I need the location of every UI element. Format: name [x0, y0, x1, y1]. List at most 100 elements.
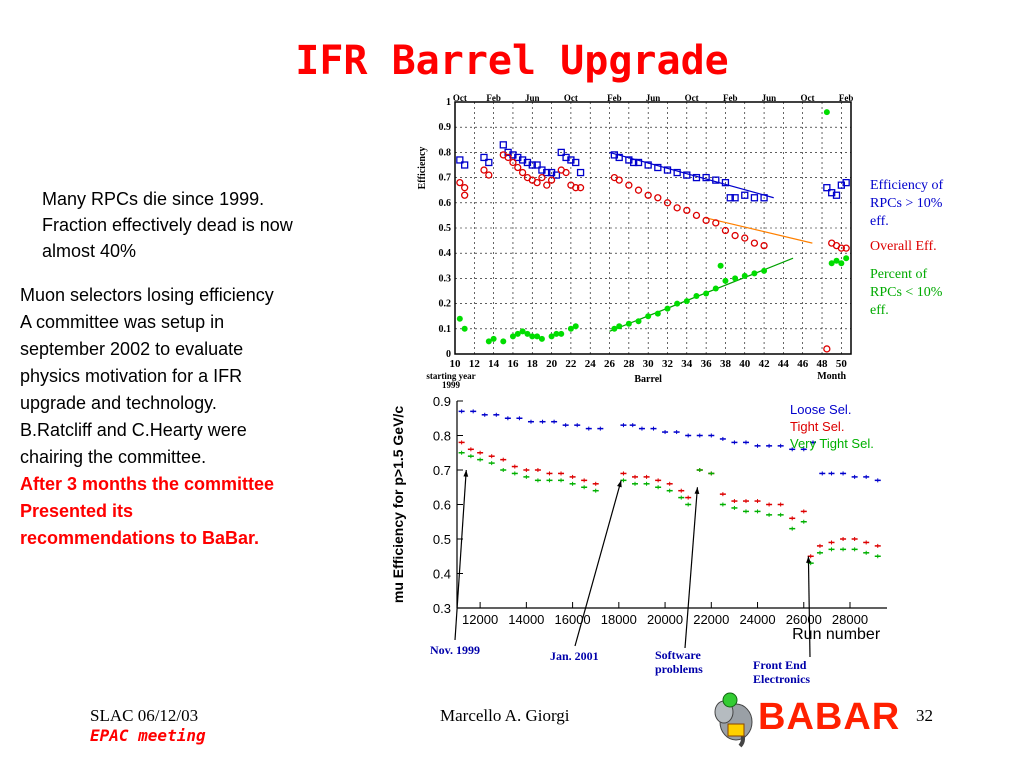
y-tick-label: 0.4 — [433, 567, 451, 582]
footer-left: SLAC 06/12/03 EPAC meeting — [90, 706, 206, 745]
top-tick-label: Feb — [723, 93, 738, 103]
data-point — [461, 161, 469, 169]
annotation-arrow — [807, 556, 811, 658]
data-point — [456, 178, 464, 187]
data-point — [843, 255, 850, 262]
y-tick-label: 0.2 — [439, 299, 452, 310]
data-point — [547, 176, 556, 184]
y-tick-label: 0.6 — [439, 198, 452, 209]
data-point — [625, 320, 632, 327]
data-point — [741, 234, 749, 242]
data-point — [514, 330, 521, 337]
x-tick-label: 46 — [797, 358, 809, 370]
data-point — [456, 156, 464, 164]
data-point — [731, 231, 739, 240]
x-axis-label: Barrel — [634, 374, 662, 385]
x-start-year: 1999 — [442, 380, 461, 390]
footer-date: SLAC 06/12/03 — [90, 706, 199, 725]
body-line: Muon selectors losing efficiency — [20, 285, 274, 305]
x-tick-label: 28 — [623, 358, 635, 370]
x-tick-label: 28000 — [832, 612, 868, 627]
data-point — [726, 194, 734, 202]
y-tick-label: 0.6 — [433, 498, 451, 513]
annotation-arrow — [454, 469, 467, 641]
data-point — [524, 330, 531, 337]
y-axis-label: Efficiency — [417, 147, 428, 190]
data-point — [823, 109, 830, 116]
data-point — [572, 323, 579, 330]
x-tick-label: 12 — [469, 358, 481, 370]
data-point — [538, 335, 545, 342]
data-point — [485, 158, 493, 167]
x-tick-label: 18000 — [601, 612, 637, 627]
legend-label: Percent of — [870, 267, 927, 282]
x-tick-label: 14 — [488, 358, 500, 370]
top-tick-label: Feb — [486, 93, 501, 103]
data-point — [553, 330, 560, 337]
data-point — [750, 194, 759, 202]
data-point — [683, 206, 691, 215]
legend-label: Loose Sel. — [790, 402, 851, 417]
body-line: september 2002 to evaluate — [20, 339, 244, 359]
data-point — [717, 262, 724, 269]
x-axis-label: Run number — [792, 626, 881, 643]
data-point — [654, 310, 661, 317]
top-tick-label: Feb — [839, 93, 854, 103]
data-point — [538, 173, 546, 182]
data-point — [842, 244, 850, 252]
data-point — [721, 178, 730, 187]
data-point — [534, 333, 541, 340]
body-line: A committee was setup in — [20, 312, 225, 332]
body-text: Muon selectors losing efficiency A commi… — [20, 282, 365, 552]
x-tick-label: 26000 — [786, 612, 822, 627]
data-point — [562, 168, 570, 177]
data-point — [615, 153, 623, 162]
x-tick-label: 20 — [546, 358, 558, 370]
highlight-line: After 3 months the committee — [20, 474, 275, 494]
y-tick-label: 0.7 — [439, 173, 452, 184]
legend-label: Very Tight Sel. — [790, 436, 874, 451]
data-point — [528, 161, 536, 169]
data-point — [644, 191, 652, 199]
x-tick-label: 26 — [604, 358, 616, 370]
annotation-arrow — [684, 487, 699, 649]
data-point — [456, 315, 463, 322]
data-point — [712, 219, 720, 227]
arrow-head — [694, 487, 700, 494]
annotation-label: Jan. 2001 — [550, 649, 599, 663]
data-point — [833, 257, 840, 264]
x-tick-label: 18 — [527, 358, 539, 370]
y-tick-label: 0.8 — [433, 429, 451, 444]
data-point — [461, 184, 469, 192]
data-point — [533, 178, 541, 187]
highlight-line: recommendations to BaBar. — [20, 528, 260, 548]
data-point — [543, 168, 551, 177]
data-point — [645, 313, 652, 320]
data-point — [485, 338, 492, 345]
legend-label: Overall Eff. — [870, 239, 937, 254]
intro-line: Fraction effectively dead is now — [42, 215, 293, 235]
data-point — [518, 168, 527, 177]
babar-elephant-logo — [714, 692, 753, 748]
data-point — [702, 216, 710, 225]
y-axis-label: mu Efficiency for p>1.5 GeV/c — [390, 406, 406, 603]
data-point — [837, 244, 845, 252]
body-line: chairing the committee. — [20, 447, 207, 467]
legend-label: eff. — [870, 303, 889, 318]
x-tick-label: 24 — [585, 358, 597, 370]
data-point — [674, 300, 681, 307]
data-point — [828, 260, 835, 267]
x-tick-label: 36 — [701, 358, 713, 370]
data-point — [504, 153, 512, 162]
y-tick-label: 0.5 — [439, 223, 452, 234]
x-tick-label: 16 — [507, 358, 519, 370]
run-efficiency-chart: 0.3 0.4 0.5 0.6 0.7 0.8 0.9 12000 14000 16000 1800… — [390, 394, 887, 686]
x-tick-label: 42 — [759, 358, 771, 370]
x-tick-label: 10 — [450, 358, 462, 370]
data-point — [529, 333, 536, 340]
y-tick-label: 0.8 — [439, 147, 452, 158]
x-tick-label: 30 — [643, 358, 655, 370]
data-point — [702, 173, 710, 182]
footer-author: Marcello A. Giorgi — [440, 706, 570, 725]
data-point — [461, 191, 469, 199]
